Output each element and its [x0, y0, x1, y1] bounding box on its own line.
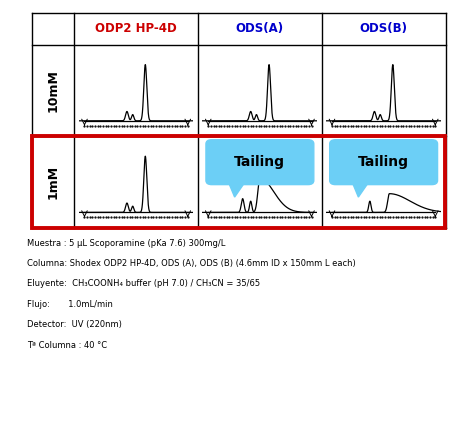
Text: 10mM: 10mM: [46, 69, 59, 112]
Text: Eluyente:  CH₃COONH₄ buffer (pH 7.0) / CH₃CN = 35/65: Eluyente: CH₃COONH₄ buffer (pH 7.0) / CH…: [27, 279, 260, 288]
Text: Tª Columna : 40 °C: Tª Columna : 40 °C: [27, 341, 107, 350]
FancyBboxPatch shape: [330, 140, 437, 184]
Text: Tailing: Tailing: [358, 155, 409, 169]
Text: ODS(B): ODS(B): [360, 22, 408, 35]
Text: Columna: Shodex ODP2 HP-4D, ODS (A), ODS (B) (4.6mm ID x 150mm L each): Columna: Shodex ODP2 HP-4D, ODS (A), ODS…: [27, 259, 356, 268]
Polygon shape: [228, 181, 246, 197]
Text: Tailing: Tailing: [234, 155, 285, 169]
Text: Flujo:       1.0mL/min: Flujo: 1.0mL/min: [27, 300, 113, 309]
Text: Detector:  UV (220nm): Detector: UV (220nm): [27, 320, 122, 329]
FancyBboxPatch shape: [206, 140, 314, 184]
Text: ODP2 HP-4D: ODP2 HP-4D: [95, 22, 177, 35]
Text: Muestra : 5 μL Scoporamine (pKa 7.6) 300mg/L: Muestra : 5 μL Scoporamine (pKa 7.6) 300…: [27, 239, 225, 248]
Text: 1mM: 1mM: [46, 165, 59, 199]
Text: ODS(A): ODS(A): [236, 22, 284, 35]
Polygon shape: [351, 181, 370, 197]
